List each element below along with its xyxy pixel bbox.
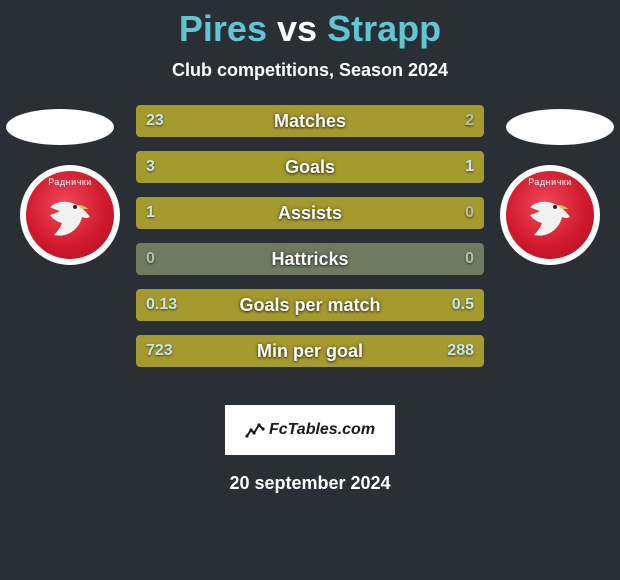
stat-label: Min per goal xyxy=(136,335,484,367)
attribution: FcTables.com xyxy=(225,405,395,455)
stat-row: 10Assists xyxy=(136,197,484,229)
attribution-text: FcTables.com xyxy=(269,421,375,439)
eagle-icon xyxy=(522,197,578,245)
stat-row: 232Matches xyxy=(136,105,484,137)
stat-row: 0.130.5Goals per match xyxy=(136,289,484,321)
stat-label: Goals per match xyxy=(136,289,484,321)
page-title: Pires vs Strapp xyxy=(0,0,620,50)
stat-label: Assists xyxy=(136,197,484,229)
club-badge-left: Раднички xyxy=(20,165,120,265)
stat-row: 31Goals xyxy=(136,151,484,183)
stat-row: 723288Min per goal xyxy=(136,335,484,367)
club-badge-right: Раднички xyxy=(500,165,600,265)
stat-label: Hattricks xyxy=(136,243,484,275)
stat-label: Goals xyxy=(136,151,484,183)
stat-label: Matches xyxy=(136,105,484,137)
club-badge-right-text: Раднички xyxy=(512,177,588,199)
comparison-stage: Раднички Раднички 232Matches 31Goals 10Ass… xyxy=(0,105,620,395)
stat-rows: 232Matches 31Goals 10Assists 00Hattricks 0.1… xyxy=(136,105,484,381)
player1-name: Pires xyxy=(179,8,267,49)
club-badge-left-text: Раднички xyxy=(32,177,108,199)
subtitle: Club competitions, Season 2024 xyxy=(0,60,620,81)
player2-name: Strapp xyxy=(327,8,441,49)
fctables-icon xyxy=(245,420,265,440)
decor-ellipse-right xyxy=(506,109,614,145)
decor-ellipse-left xyxy=(6,109,114,145)
stat-row: 00Hattricks xyxy=(136,243,484,275)
eagle-icon xyxy=(42,197,98,245)
date-text: 20 september 2024 xyxy=(0,473,620,494)
vs-text: vs xyxy=(277,8,317,49)
